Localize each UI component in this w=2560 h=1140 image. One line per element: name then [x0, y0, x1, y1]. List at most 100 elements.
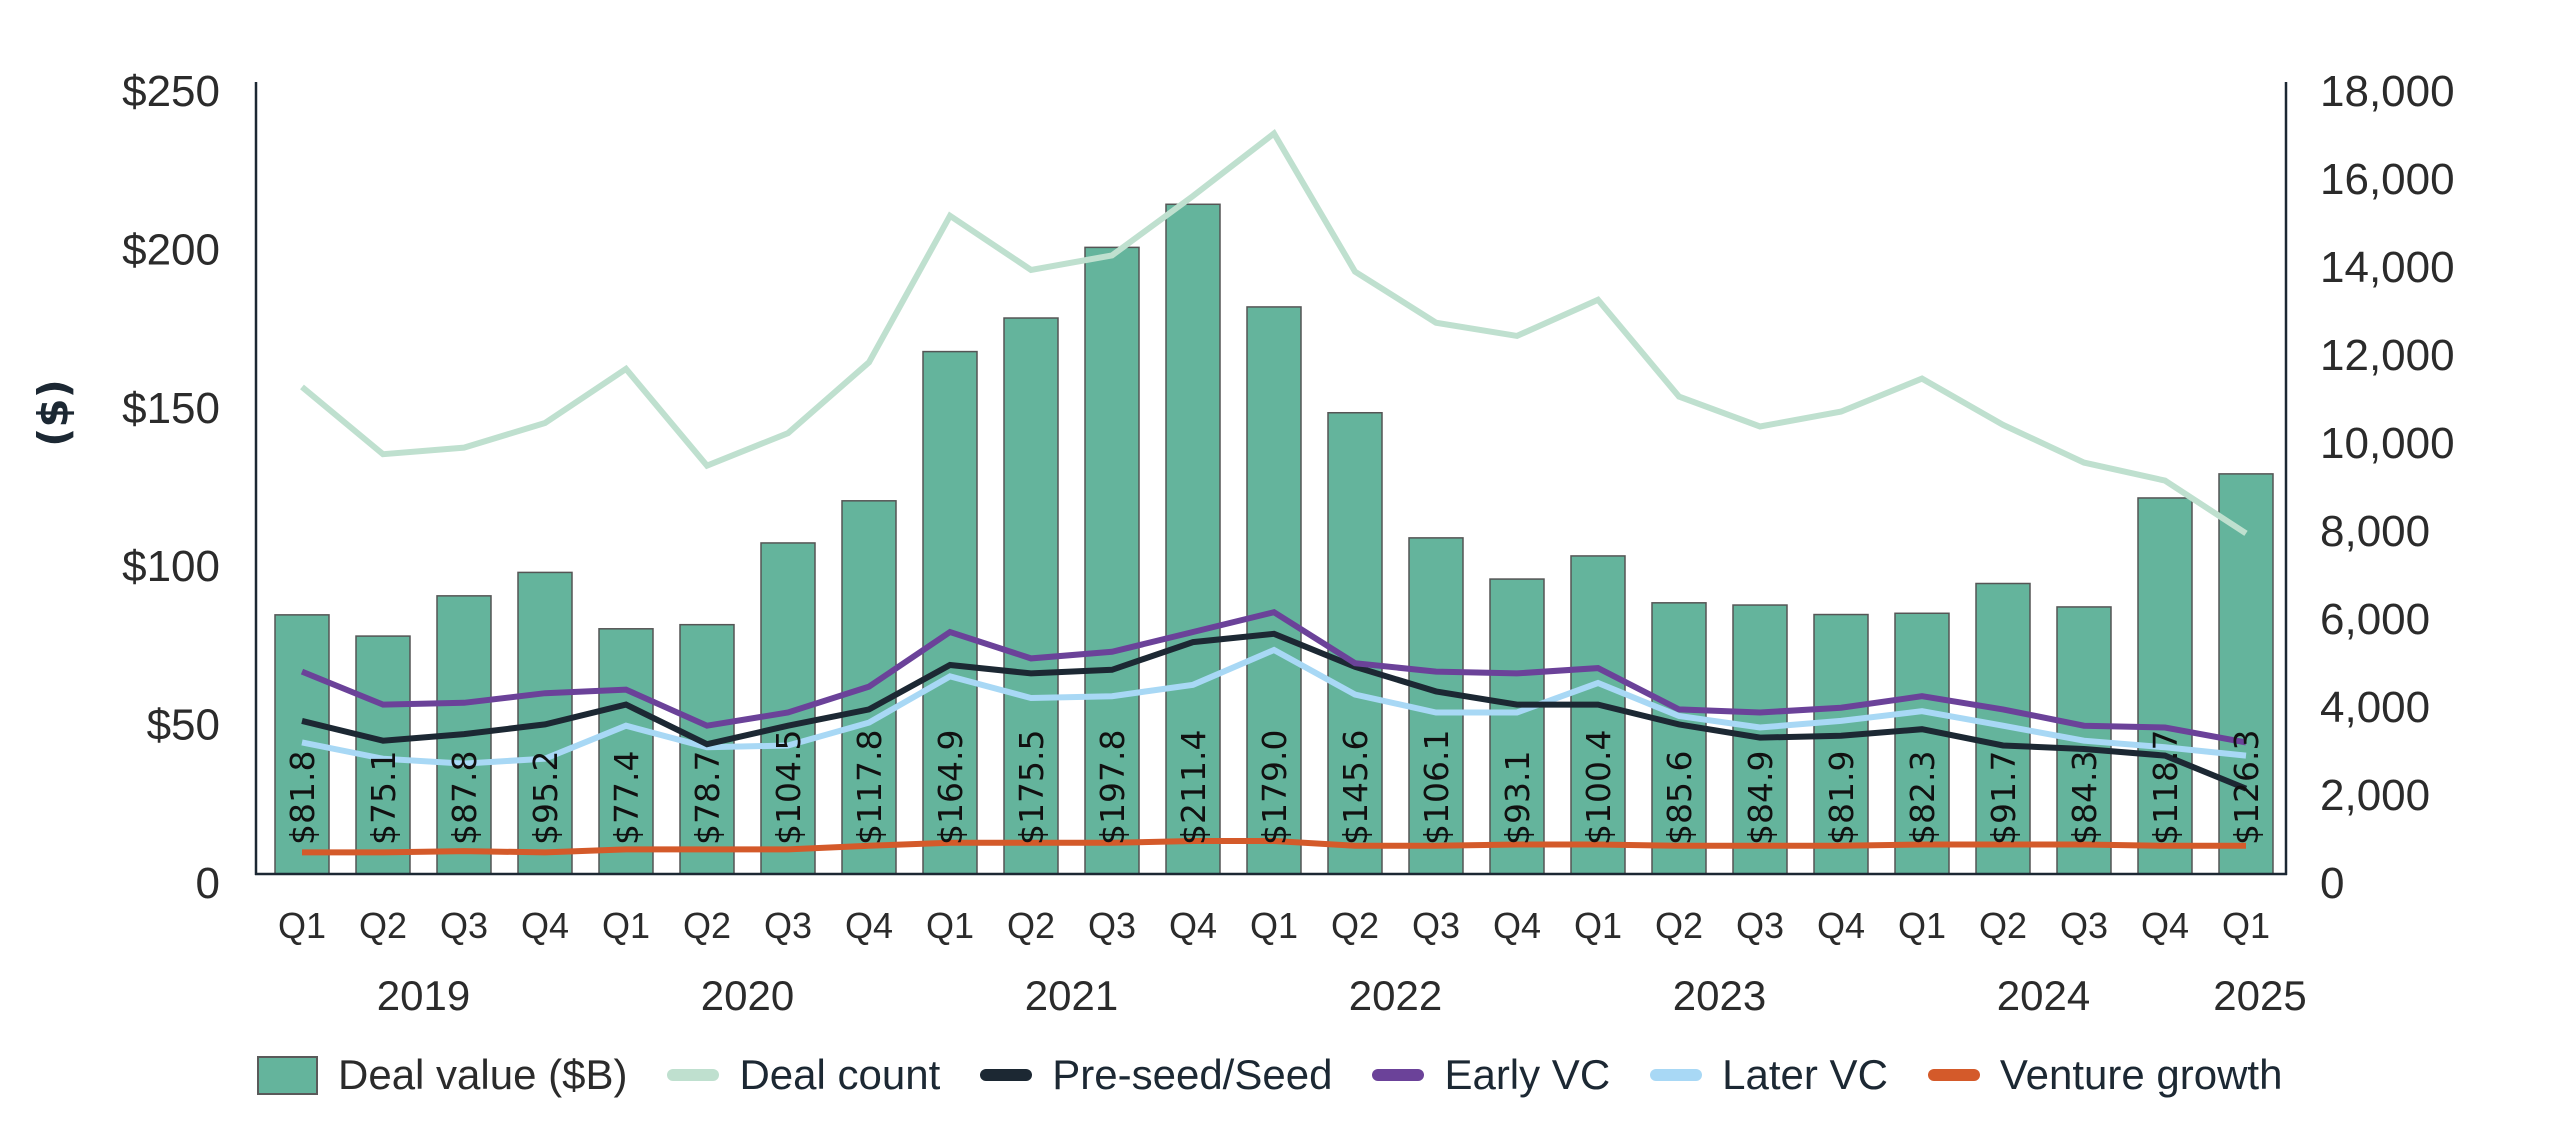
data-label: $82.3	[1903, 751, 1942, 845]
data-label: $84.3	[2065, 751, 2104, 845]
right-tick-label: 8,000	[2320, 507, 2430, 556]
legend-line-swatch	[667, 1069, 720, 1081]
legend-label: Pre-seed/Seed	[1052, 1051, 1333, 1098]
bar	[2137, 497, 2193, 875]
bar	[1894, 612, 1950, 875]
year-label: 2025	[2213, 972, 2306, 1019]
data-label: $104.5	[769, 730, 808, 845]
line-deal-count	[300, 129, 2248, 536]
legend-bar-swatch	[257, 1055, 318, 1095]
year-label: 2021	[1025, 972, 1118, 1019]
data-label: $93.1	[1498, 751, 1537, 845]
year-label: 2022	[1349, 972, 1442, 1019]
x-axis-quarter-labels: Q1 Q2 Q3 Q4 Q1 Q2 Q3 Q4 Q1 Q2 Q3 Q4 Q1 Q2 Q3 Q4 Q1 Q2 Q3 Q4…	[278, 905, 2270, 946]
legend-line-swatch	[1650, 1069, 1703, 1081]
data-label: $126.3	[2227, 730, 2266, 845]
quarter-label: Q4	[1817, 905, 1865, 946]
line-later-vc	[301, 646, 2247, 767]
legend-label: Deal count	[739, 1051, 941, 1098]
x-axis-year-labels: 2019 2020 2021 2022 2023 2024 2025	[377, 972, 2307, 1019]
legend-line-swatch	[1372, 1069, 1425, 1081]
legend-line-swatch	[1927, 1069, 1980, 1081]
bar	[1489, 578, 1545, 875]
quarter-label: Q1	[602, 905, 650, 946]
bar	[841, 500, 897, 875]
bar	[1570, 555, 1626, 875]
year-label: 2024	[1997, 972, 2090, 1019]
legend-label: Later VC	[1722, 1051, 1888, 1098]
bar	[1165, 203, 1221, 875]
legend-item: Pre-seed/Seed	[980, 1054, 1332, 1096]
data-labels: $81.8 $75.1 $87.8 $95.2 $77.4 $78.7 $104.5 $117…	[283, 730, 2266, 845]
legend-line-swatch	[980, 1069, 1033, 1081]
bar	[1003, 317, 1059, 875]
right-tick-label: 6,000	[2320, 595, 2430, 644]
quarter-label: Q4	[521, 905, 569, 946]
quarter-label: Q4	[1493, 905, 1541, 946]
left-tick-label: 0	[196, 859, 220, 908]
quarter-label: Q3	[1412, 905, 1460, 946]
year-label: 2020	[701, 972, 794, 1019]
legend-item: Deal value ($B)	[257, 1054, 627, 1096]
left-tick-label: $100	[122, 542, 220, 591]
quarter-label: Q4	[2141, 905, 2189, 946]
quarter-label: Q1	[2222, 905, 2270, 946]
bar	[1813, 613, 1869, 875]
data-label: $77.4	[607, 751, 646, 845]
bar	[2218, 473, 2274, 875]
legend-item: Later VC	[1650, 1054, 1888, 1096]
left-tick-label: $250	[122, 67, 220, 116]
right-tick-label: 2,000	[2320, 771, 2430, 820]
year-label: 2023	[1673, 972, 1766, 1019]
quarter-label: Q2	[1979, 905, 2027, 946]
data-label: $100.4	[1579, 730, 1618, 845]
right-tick-label: 12,000	[2320, 331, 2455, 380]
quarter-label: Q2	[1331, 905, 1379, 946]
quarter-label: Q1	[1574, 905, 1622, 946]
data-label: $91.7	[1984, 751, 2023, 845]
bar	[1651, 602, 1707, 875]
left-tick-label: $50	[147, 701, 220, 750]
quarter-label: Q3	[440, 905, 488, 946]
right-tick-label: 10,000	[2320, 419, 2455, 468]
quarter-label: Q4	[845, 905, 893, 946]
quarter-label: Q3	[2060, 905, 2108, 946]
legend-item: Early VC	[1372, 1054, 1610, 1096]
data-label: $211.4	[1174, 730, 1213, 845]
right-tick-label: 18,000	[2320, 67, 2455, 116]
quarter-label: Q2	[1655, 905, 1703, 946]
data-label: $85.6	[1660, 751, 1699, 845]
quarter-label: Q2	[1007, 905, 1055, 946]
lines	[300, 129, 2248, 856]
line-venture-growth	[302, 838, 2246, 856]
legend-label: Deal value ($B)	[338, 1051, 628, 1098]
quarter-label: Q1	[1898, 905, 1946, 946]
quarter-label: Q3	[1088, 905, 1136, 946]
bar	[1084, 246, 1140, 875]
year-label: 2019	[377, 972, 470, 1019]
right-tick-label: 14,000	[2320, 243, 2455, 292]
legend-item: Venture growth	[1927, 1054, 2282, 1096]
right-axis-ticks: 0 2,000 4,000 6,000 8,000 10,000 12,000 14,000 1…	[2320, 67, 2455, 908]
left-axis-ticks: 0 $50 $100 $150 $200 $250	[122, 67, 220, 908]
quarter-label: Q1	[926, 905, 974, 946]
right-tick-label: 0	[2320, 859, 2344, 908]
quarter-label: Q1	[278, 905, 326, 946]
quarter-label: Q3	[1736, 905, 1784, 946]
data-label: $75.1	[364, 751, 403, 845]
quarter-label: Q4	[1169, 905, 1217, 946]
right-tick-label: 4,000	[2320, 683, 2430, 732]
data-label: $84.9	[1741, 751, 1780, 845]
data-label: $118.7	[2146, 730, 2185, 845]
legend-label: Early VC	[1444, 1051, 1611, 1098]
line-early-vc	[300, 608, 2247, 746]
legend-item: Deal count	[667, 1054, 940, 1096]
quarter-label: Q2	[359, 905, 407, 946]
y-axis-title: ($)	[29, 379, 78, 447]
quarter-label: Q3	[764, 905, 812, 946]
data-label: $117.8	[850, 730, 889, 845]
bar	[1327, 411, 1383, 875]
legend: Deal value ($B) Deal count Pre-seed/Seed Ea…	[257, 1054, 2322, 1096]
axes	[254, 82, 2288, 876]
